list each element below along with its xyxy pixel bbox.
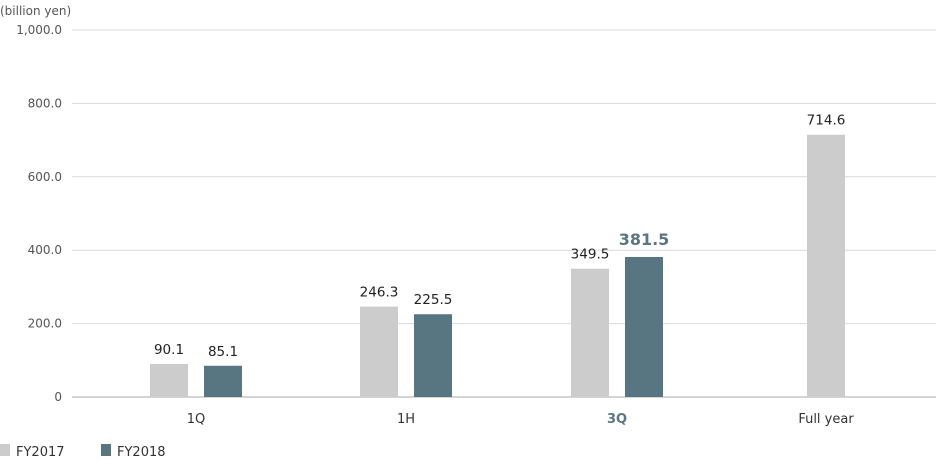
data-label: 381.5 (619, 230, 670, 249)
y-tick-label: 200.0 (28, 317, 62, 331)
bar-fy2018-3q (625, 256, 663, 397)
bar-fy2018-1q (204, 365, 242, 397)
x-tick-label: 1H (397, 412, 415, 427)
legend: FY2017 FY2018 (0, 444, 166, 460)
y-tick-label: 800.0 (28, 96, 62, 110)
y-tick-label: 600.0 (28, 170, 62, 184)
bar-fy2017-full-year (807, 134, 845, 397)
legend-swatch-fy2017 (0, 444, 10, 456)
data-label: 246.3 (360, 285, 399, 301)
y-tick-label: 0 (54, 390, 62, 404)
y-axis-ticks: 0 200.0 400.0 600.0 800.0 1,000.0 (16, 23, 62, 404)
y-tick-label: 400.0 (28, 243, 62, 257)
data-label: 90.1 (154, 342, 184, 358)
data-label: 349.5 (571, 247, 610, 263)
data-label: 714.6 (807, 113, 846, 129)
x-tick-label: Full year (798, 412, 854, 427)
bar-fy2017-3q (571, 268, 609, 397)
data-label: 85.1 (208, 344, 238, 360)
legend-swatch-fy2018 (101, 444, 111, 456)
legend-label-fy2018: FY2018 (117, 445, 166, 456)
gridlines (72, 29, 936, 398)
data-label: 225.5 (414, 292, 453, 308)
x-axis-ticks: 1Q 1H 3Q Full year (187, 412, 855, 427)
bar-fy2018-1h (414, 314, 452, 397)
bar-fy2017-1q (150, 363, 188, 397)
x-tick-label: 1Q (187, 412, 206, 427)
data-labels: 90.1 85.1 246.3 225.5 349.5 381.5 714.6 (154, 113, 845, 360)
unit-label: (billion yen) (0, 4, 71, 18)
x-tick-label: 3Q (607, 412, 627, 427)
legend-label-fy2017: FY2017 (16, 445, 65, 456)
y-tick-label: 1,000.0 (16, 23, 62, 37)
bars (150, 134, 845, 397)
bar-fy2017-1h (360, 306, 398, 397)
